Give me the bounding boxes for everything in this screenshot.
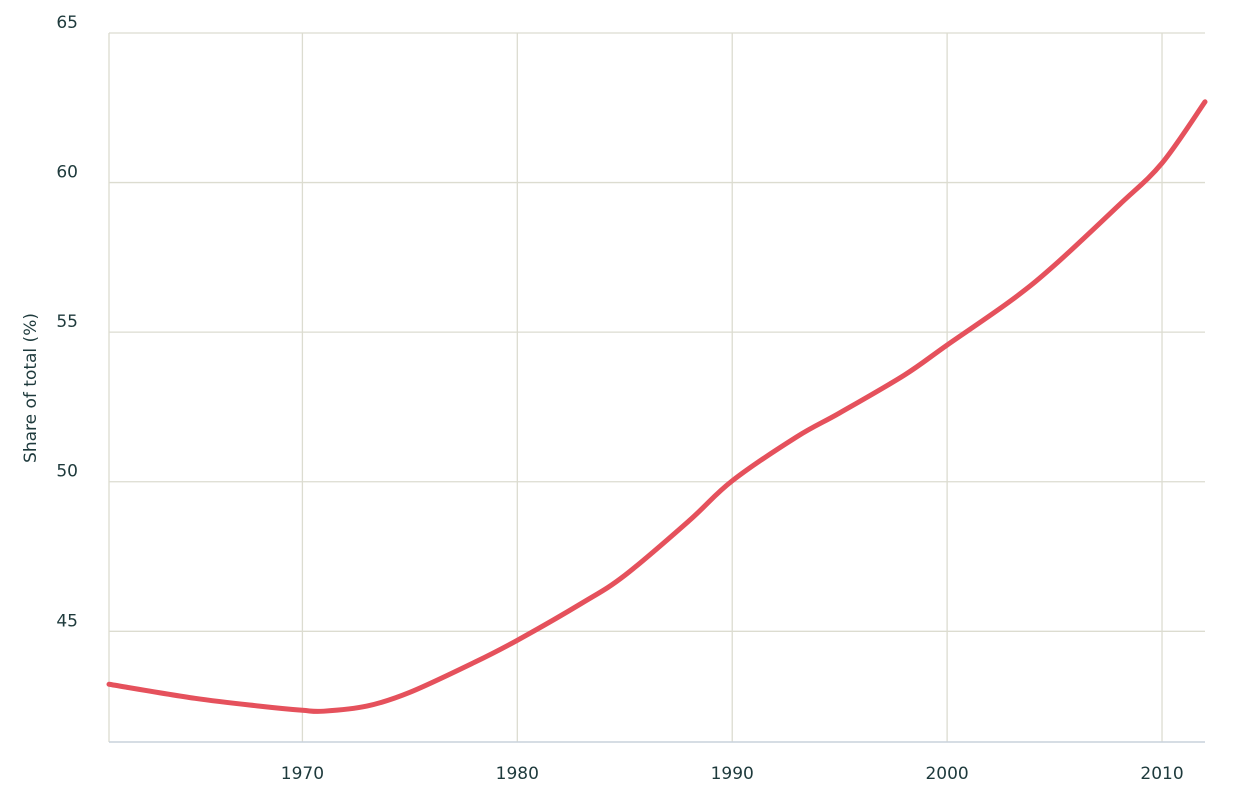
- y-tick-label: 55: [56, 312, 78, 332]
- x-tick-label: 2010: [1140, 764, 1183, 784]
- x-tick-label: 1990: [711, 764, 754, 784]
- x-tick-label: 2000: [925, 764, 968, 784]
- y-tick-label: 60: [56, 163, 78, 183]
- y-axis-label: Share of total (%): [21, 313, 41, 463]
- y-tick-label: 45: [56, 611, 78, 631]
- x-tick-label: 1970: [281, 764, 324, 784]
- y-tick-label: 50: [56, 462, 78, 482]
- data-line: [106, 99, 1208, 714]
- x-tick-label: 1980: [496, 764, 539, 784]
- y-tick-label: 65: [56, 13, 78, 33]
